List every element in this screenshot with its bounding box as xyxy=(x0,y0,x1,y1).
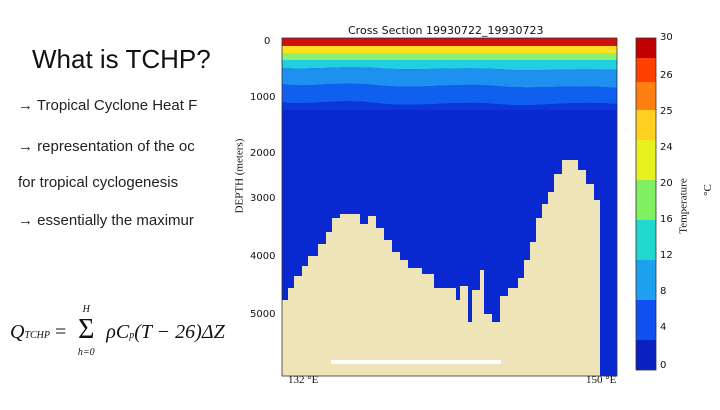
colorbar-tick-30: 30 xyxy=(660,32,673,43)
colorbar-tick-4: 4 xyxy=(660,322,667,333)
sum-lower-limit: h=0 xyxy=(77,347,95,358)
lower-layer xyxy=(282,101,617,110)
y-tick-0: 0 xyxy=(264,36,271,47)
surface-layer-yellow xyxy=(282,46,617,53)
colorbar-tick-20: 20 xyxy=(660,178,673,189)
colorbar-tick-12: 12 xyxy=(660,250,673,261)
colorbar-tick-0: 0 xyxy=(660,360,667,371)
summation-symbol: H Σ h=0 xyxy=(73,304,99,358)
figure-title: Cross Section 19930722_19930723 xyxy=(348,24,544,37)
colorbar-tick-26: 26 xyxy=(660,70,673,81)
colorbar-tick-25: 25 xyxy=(660,106,673,117)
mid-layer xyxy=(282,83,617,106)
formula-body-subscript: p xyxy=(129,330,135,341)
cross-section-figure: Cross Section 19930722_19930723 0 1000 2… xyxy=(233,18,720,405)
thermocline-layer xyxy=(282,67,617,88)
plot-frame xyxy=(281,37,618,377)
x-tick-150e: 150 °E xyxy=(586,374,617,386)
formula-body: ρC xyxy=(106,321,130,343)
surface-layer-cyan xyxy=(282,60,617,71)
y-tick-3000: 3000 xyxy=(250,193,276,204)
tchp-formula: QTCHP = H Σ h=0 ρCp(T − 26)ΔZ xyxy=(10,304,225,358)
sum-upper-limit: H xyxy=(82,304,90,315)
bullet-1: → Tropical Cyclone Heat F xyxy=(18,97,198,114)
formula-equals: = xyxy=(55,321,67,343)
eastern-water xyxy=(600,110,617,376)
colorbar-tick-16: 16 xyxy=(660,214,673,225)
cross-section-svg xyxy=(281,37,657,377)
colorbar-frame xyxy=(635,37,657,371)
colorbar-unit: °C xyxy=(701,184,714,196)
colorbar-label: Temperature xyxy=(677,178,690,234)
surface-layer-green xyxy=(282,53,617,60)
bullet-3: for tropical cyclogenesis xyxy=(18,174,179,191)
formula-lhs: Q xyxy=(10,321,25,343)
slide-title: What is TCHP? xyxy=(32,44,211,74)
x-tick-132e: 132 °E xyxy=(288,374,319,386)
colorbar xyxy=(635,37,657,371)
y-tick-4000: 4000 xyxy=(250,251,276,262)
seafloor-bathymetry xyxy=(282,160,600,376)
y-tick-1000: 1000 xyxy=(250,92,276,103)
section-plot xyxy=(281,37,618,377)
colorbar-tick-24: 24 xyxy=(660,142,673,153)
formula-lhs-subscript: TCHP xyxy=(24,330,51,341)
y-tick-5000: 5000 xyxy=(250,309,276,320)
formula-rest: (T − 26)ΔZ xyxy=(134,321,225,343)
colorbar-tick-8: 8 xyxy=(660,286,667,297)
bottom-highlight xyxy=(331,360,501,364)
y-tick-2000: 2000 xyxy=(250,148,276,159)
surface-layer-warm xyxy=(282,38,617,46)
y-axis-label: DEPTH (meters) xyxy=(233,138,246,214)
bullet-4: → essentially the maximur xyxy=(18,212,194,229)
bullet-2: → representation of the oc xyxy=(18,138,195,155)
